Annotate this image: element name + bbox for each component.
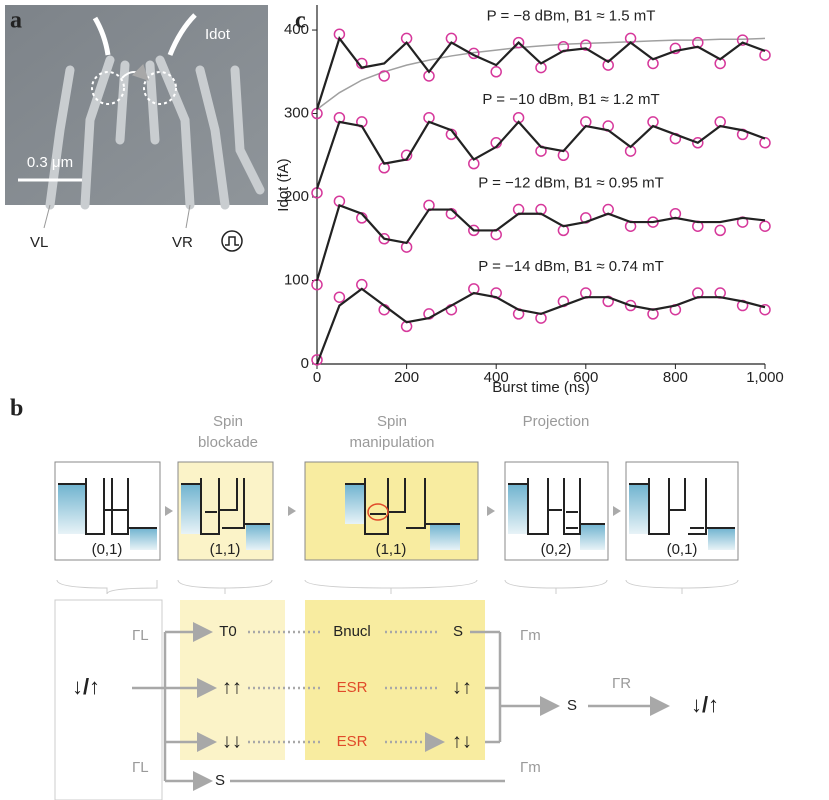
stage-title: Projection [523, 413, 590, 430]
final-state: ↓/↑ [691, 692, 719, 717]
current-label: Idot [205, 26, 231, 43]
charge-state: (0,1) [92, 541, 123, 558]
current-in [92, 16, 111, 56]
gate-label: VR [172, 234, 193, 251]
panel-label: c [295, 8, 306, 34]
data-point [311, 354, 323, 366]
process-link [385, 630, 440, 742]
fit-line [315, 120, 766, 190]
data-point [512, 36, 525, 49]
pulse-icon [225, 236, 239, 246]
result-state: S [453, 623, 463, 640]
pair-state: ↓↓ [222, 730, 242, 752]
data-point [490, 66, 502, 78]
data-point [759, 303, 771, 316]
panel-label: b [10, 396, 23, 422]
fit-line [315, 203, 766, 281]
stage-arrows [165, 506, 621, 516]
pair-state: S [215, 772, 225, 789]
pair-state: T0 [219, 623, 237, 640]
rate: Γm [520, 759, 541, 776]
data-point [736, 34, 749, 46]
process-link [248, 630, 320, 744]
lead [43, 204, 51, 229]
y-tick-label: 400 [284, 21, 309, 38]
dot-right [143, 71, 177, 105]
braces [56, 579, 739, 595]
stage-title: blockade [198, 434, 258, 451]
rate: Γm [520, 627, 541, 644]
panel-b: b Spin blockade Spin manipulation Projec… [10, 396, 739, 800]
trace-label: P = −8 dBm, B1 ≈ 1.5 mT [487, 7, 656, 24]
projected-state: S [567, 697, 577, 714]
panel-a: a Idot 0.3 μm VL VR [5, 5, 268, 252]
y-axis-label: Idot (fA) [275, 158, 292, 211]
data-point [378, 70, 390, 82]
data-point [759, 220, 771, 232]
trace-label: P = −14 dBm, B1 ≈ 0.74 mT [478, 258, 664, 275]
envelope-line [316, 37, 766, 110]
trace-label: P = −10 dBm, B1 ≈ 1.2 mT [482, 91, 659, 108]
x-tick-label: 600 [573, 369, 598, 386]
data-point [692, 137, 704, 149]
charge-state: (0,2) [541, 541, 572, 558]
rate: ΓR [612, 675, 631, 692]
stage-title: manipulation [349, 434, 434, 451]
y-tick-label: 0 [301, 355, 309, 372]
current-out [167, 13, 197, 56]
process: ESR [337, 733, 368, 750]
tunnel-arrow [121, 63, 149, 81]
fit-line [315, 287, 766, 365]
rate: ΓL [132, 759, 149, 776]
fit-line [315, 36, 766, 110]
gate-label: VL [30, 234, 48, 251]
trace-label: P = −12 dBm, B1 ≈ 0.95 mT [478, 174, 664, 191]
x-tick-label: 1,000 [746, 369, 784, 386]
charge-state: (1,1) [376, 541, 407, 558]
data-point [602, 59, 614, 71]
merge [230, 630, 505, 783]
charge-state: (1,1) [210, 541, 241, 558]
dot-left [91, 71, 125, 105]
panel-c: c Burst time (ns) Idot (fA) 0 100 200 300 40… [275, 5, 784, 396]
stage-title: Spin [213, 413, 243, 430]
init-box [54, 599, 163, 800]
y-tick-label: 100 [284, 271, 309, 288]
initial-state: ↓/↑ [72, 674, 100, 699]
x-tick-label: 800 [663, 369, 688, 386]
branch [132, 632, 167, 781]
result-state: ↓↑ [452, 676, 472, 698]
process: Bnucl [333, 623, 371, 640]
pair-state: ↑↑ [222, 676, 242, 698]
rate: ΓL [132, 627, 149, 644]
pulse-icon [221, 230, 243, 252]
process: ESR [337, 679, 368, 696]
data-point [759, 49, 771, 61]
scale-label: 0.3 μm [27, 154, 73, 171]
data-point [759, 137, 771, 149]
y-tick-label: 300 [284, 105, 309, 122]
result-state: ↑↓ [452, 730, 472, 752]
potential-wells [58, 478, 735, 550]
data-point [714, 224, 726, 237]
data-point [669, 42, 682, 55]
x-axis-label: Burst time (ns) [492, 379, 590, 396]
stage-title: Spin [377, 413, 407, 430]
data-point [580, 39, 592, 51]
charge-state: (0,1) [667, 541, 698, 558]
y-tick-label: 200 [284, 188, 309, 205]
x-tick-label: 0 [313, 369, 321, 386]
data-point [333, 291, 346, 303]
lead [185, 204, 191, 229]
x-tick-label: 400 [484, 369, 509, 386]
x-tick-label: 200 [394, 369, 419, 386]
panel-label: a [10, 8, 22, 34]
